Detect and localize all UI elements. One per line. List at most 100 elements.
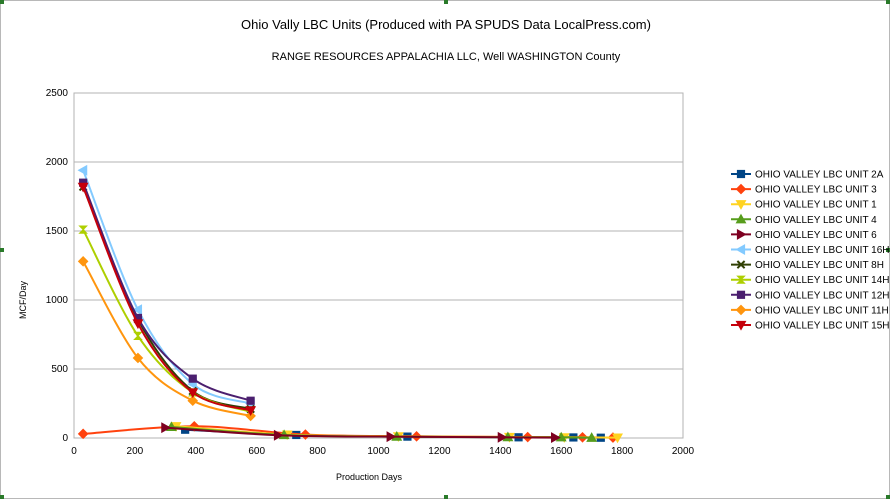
chart-title: Ohio Vally LBC Units (Produced with PA S… bbox=[241, 17, 651, 32]
x-tick-label: 0 bbox=[71, 446, 77, 457]
legend-marker bbox=[735, 183, 747, 195]
y-tick-label: 0 bbox=[62, 433, 68, 444]
series-9 bbox=[77, 256, 256, 422]
x-axis-label: Production Days bbox=[336, 472, 403, 482]
legend-entry: OHIO VALLEY LBC UNIT 4 bbox=[731, 213, 877, 226]
legend-marker bbox=[736, 275, 746, 284]
x-tick-label: 1400 bbox=[489, 446, 512, 457]
legend-marker bbox=[735, 200, 747, 210]
series-line bbox=[82, 186, 251, 412]
legend-marker bbox=[735, 304, 747, 316]
selection-handle[interactable] bbox=[886, 495, 890, 499]
legend-entry: OHIO VALLEY LBC UNIT 2A bbox=[731, 170, 884, 181]
y-tick-label: 1500 bbox=[46, 226, 69, 237]
data-point bbox=[187, 395, 199, 407]
y-tick-label: 500 bbox=[51, 364, 68, 375]
legend-entry: OHIO VALLEY LBC UNIT 8H bbox=[731, 260, 884, 271]
legend-marker bbox=[735, 213, 747, 224]
data-point bbox=[77, 428, 89, 440]
y-axis-label: MCF/Day bbox=[18, 281, 28, 319]
legend-marker bbox=[735, 244, 746, 255]
legend-label: OHIO VALLEY LBC UNIT 8H bbox=[755, 260, 884, 271]
x-tick-label: 1200 bbox=[428, 446, 451, 457]
legend-label: OHIO VALLEY LBC UNIT 14H bbox=[755, 275, 890, 286]
data-point bbox=[188, 420, 200, 432]
data-point bbox=[245, 406, 257, 417]
legend-entry: OHIO VALLEY LBC UNIT 14H bbox=[731, 275, 890, 286]
legend-label: OHIO VALLEY LBC UNIT 3 bbox=[755, 185, 877, 196]
data-point bbox=[77, 256, 89, 267]
legend-marker bbox=[735, 320, 747, 331]
selection-handle[interactable] bbox=[444, 495, 448, 499]
chart-subtitle: RANGE RESOURCES APPALACHIA LLC, Well WAS… bbox=[271, 51, 621, 63]
x-tick-label: 600 bbox=[248, 446, 265, 457]
data-point bbox=[187, 388, 199, 399]
legend-label: OHIO VALLEY LBC UNIT 4 bbox=[755, 215, 877, 226]
plot-area bbox=[73, 92, 684, 439]
legend-entry: OHIO VALLEY LBC UNIT 11H bbox=[731, 304, 889, 316]
grid-lines bbox=[74, 92, 683, 439]
selection-handle[interactable] bbox=[886, 248, 890, 252]
y-tick-label: 1000 bbox=[46, 295, 69, 306]
x-tick-label: 400 bbox=[187, 446, 204, 457]
legend-label: OHIO VALLEY LBC UNIT 11H bbox=[755, 305, 889, 316]
data-point bbox=[551, 432, 561, 444]
x-tick-label: 2000 bbox=[672, 446, 695, 457]
y-tick-label: 2000 bbox=[46, 157, 69, 168]
data-point bbox=[132, 352, 144, 364]
data-point bbox=[132, 304, 143, 316]
legend-marker bbox=[736, 169, 746, 179]
selection-handle[interactable] bbox=[444, 0, 448, 4]
data-point bbox=[497, 431, 508, 443]
x-tick-label: 1000 bbox=[367, 446, 390, 457]
x-tick-label: 1800 bbox=[611, 446, 634, 457]
legend-label: OHIO VALLEY LBC UNIT 16H bbox=[755, 245, 890, 256]
x-tick-label: 800 bbox=[309, 446, 326, 457]
legend-label: OHIO VALLEY LBC UNIT 2A bbox=[755, 170, 884, 181]
series-4 bbox=[161, 422, 561, 444]
data-point bbox=[386, 431, 397, 443]
series-1 bbox=[77, 420, 619, 443]
legend-entry: OHIO VALLEY LBC UNIT 16H bbox=[731, 244, 890, 256]
data-point bbox=[161, 422, 171, 434]
x-axis-ticks: 0 200 400 600 800 1000 1200 1400 1600 1800 2000 bbox=[71, 446, 694, 457]
legend-entry: OHIO VALLEY LBC UNIT 12H bbox=[731, 290, 890, 301]
legend-label: OHIO VALLEY LBC UNIT 15H bbox=[755, 321, 890, 332]
series-7 bbox=[78, 225, 256, 416]
series-6 bbox=[78, 182, 255, 414]
legend-marker bbox=[736, 228, 747, 240]
legend-entry: OHIO VALLEY LBC UNIT 15H bbox=[731, 321, 890, 332]
selection-handle[interactable] bbox=[0, 0, 4, 4]
y-tick-label: 2500 bbox=[46, 88, 69, 99]
data-point bbox=[612, 433, 623, 444]
selection-handle[interactable] bbox=[886, 0, 890, 4]
data-point bbox=[246, 396, 255, 405]
data-point bbox=[273, 429, 284, 441]
series-line bbox=[165, 426, 556, 439]
y-axis-ticks: 0 500 1000 1500 2000 2500 bbox=[46, 88, 69, 444]
selection-handle[interactable] bbox=[0, 495, 4, 499]
legend-entry: OHIO VALLEY LBC UNIT 1 bbox=[731, 200, 877, 211]
legend-entry: OHIO VALLEY LBC UNIT 6 bbox=[731, 228, 877, 241]
selection-handle[interactable] bbox=[0, 248, 4, 252]
data-point bbox=[78, 225, 88, 234]
series-line bbox=[82, 169, 251, 405]
legend-marker bbox=[736, 290, 746, 299]
data-point bbox=[132, 319, 144, 330]
data-point bbox=[77, 182, 89, 193]
series-10 bbox=[77, 182, 257, 417]
legend-label: OHIO VALLEY LBC UNIT 6 bbox=[755, 230, 877, 241]
legend-entry: OHIO VALLEY LBC UNIT 3 bbox=[731, 183, 877, 196]
legend: OHIO VALLEY LBC UNIT 2A OHIO VALLEY LBC U… bbox=[731, 170, 890, 332]
series-line bbox=[82, 182, 251, 402]
x-tick-label: 1600 bbox=[550, 446, 573, 457]
data-point bbox=[586, 432, 598, 442]
legend-label: OHIO VALLEY LBC UNIT 12H bbox=[755, 290, 890, 301]
series-line bbox=[82, 260, 251, 417]
data-point bbox=[77, 164, 88, 176]
legend-marker bbox=[736, 260, 746, 269]
series-line bbox=[82, 186, 251, 410]
series-group bbox=[77, 164, 623, 444]
x-tick-label: 200 bbox=[127, 446, 144, 457]
